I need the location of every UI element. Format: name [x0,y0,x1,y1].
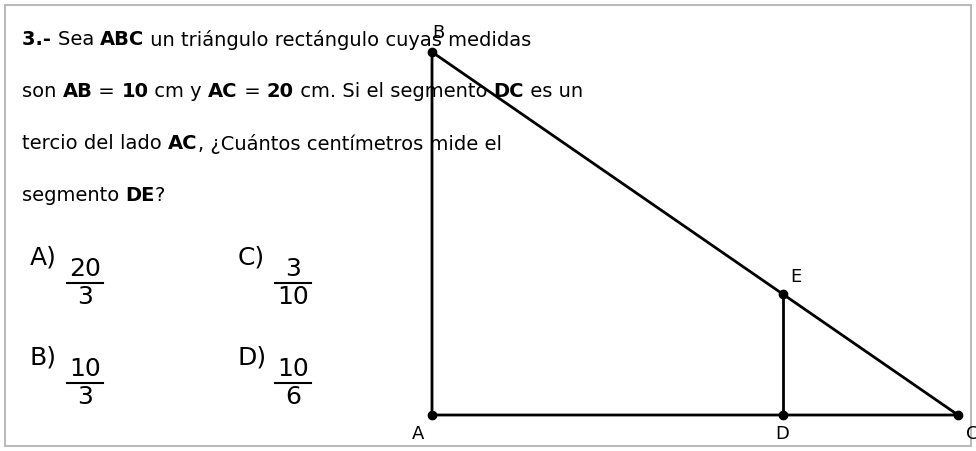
Text: cm y: cm y [148,82,208,101]
Text: 20: 20 [69,257,101,281]
Text: 3: 3 [285,257,301,281]
Text: , ¿Cuántos centímetros mide el: , ¿Cuántos centímetros mide el [197,134,502,154]
Text: tercio del lado: tercio del lado [22,134,168,153]
Text: Sea: Sea [58,30,101,49]
Text: =: = [238,82,266,101]
Text: DE: DE [126,186,155,205]
Text: 20: 20 [266,82,294,101]
Text: AC: AC [208,82,238,101]
Text: C: C [966,425,976,443]
Text: 3.-: 3.- [22,30,58,49]
Text: 6: 6 [285,385,301,409]
FancyBboxPatch shape [5,5,971,446]
Text: ABC: ABC [101,30,144,49]
Text: E: E [791,268,802,286]
Text: AC: AC [168,134,197,153]
Text: A: A [412,425,424,443]
Text: B): B) [30,345,57,369]
Text: 10: 10 [277,357,308,381]
Text: un triángulo rectángulo cuyas medidas: un triángulo rectángulo cuyas medidas [144,30,532,50]
Text: 10: 10 [69,357,101,381]
Text: =: = [93,82,121,101]
Text: B: B [432,24,444,42]
Text: DC: DC [494,82,524,101]
Text: 3: 3 [77,385,93,409]
Text: son: son [22,82,62,101]
Text: C): C) [238,245,265,269]
Text: AB: AB [62,82,93,101]
Text: D): D) [238,345,267,369]
Text: 10: 10 [121,82,148,101]
Text: ?: ? [155,186,165,205]
Text: es un: es un [524,82,584,101]
Text: 10: 10 [277,285,308,309]
Text: A): A) [30,245,57,269]
Text: 3: 3 [77,285,93,309]
Text: cm. Si el segmento: cm. Si el segmento [294,82,494,101]
Text: segmento: segmento [22,186,126,205]
Text: D: D [776,425,790,443]
